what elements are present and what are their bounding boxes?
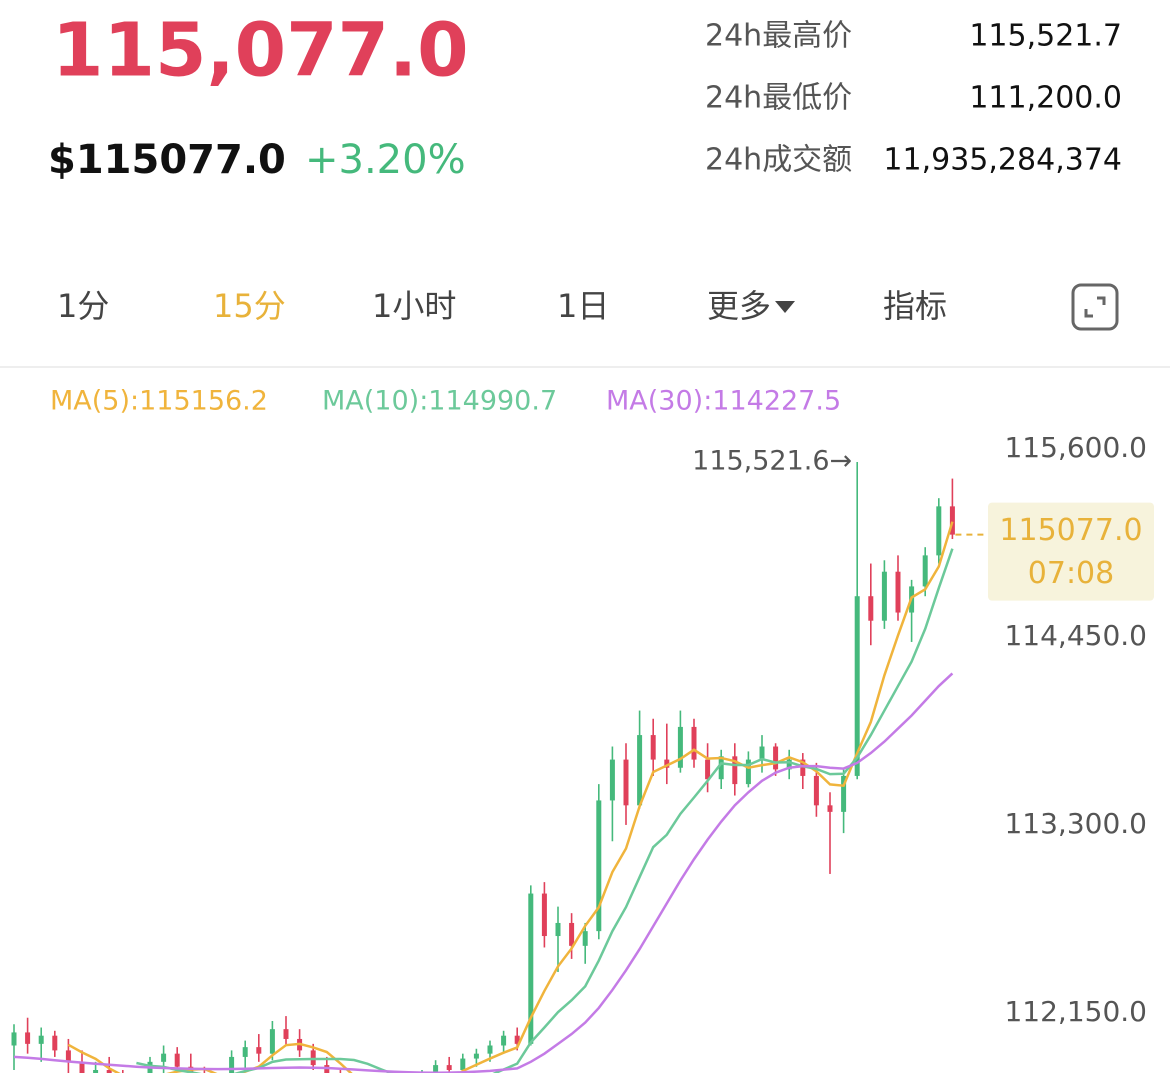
candle-body — [936, 506, 942, 556]
candle-body — [705, 759, 711, 780]
expand-icon — [1071, 283, 1119, 331]
candle-body — [868, 596, 874, 621]
candle-body — [242, 1047, 248, 1057]
candle-body — [93, 1070, 99, 1073]
candle-body — [65, 1050, 71, 1062]
candle-body — [541, 893, 547, 937]
y-tick-label: 113,300.0 — [1004, 807, 1147, 840]
candle-body — [79, 1061, 85, 1073]
timeframe-tab[interactable]: 1分 — [57, 287, 109, 325]
candle-body — [256, 1047, 262, 1054]
stat-label: 24h最低价 — [705, 81, 852, 116]
timeframe-tab[interactable]: 更多 — [707, 287, 771, 325]
candle-body — [310, 1050, 316, 1066]
y-tick-label: 112,150.0 — [1004, 995, 1147, 1028]
candle-body — [664, 759, 670, 768]
price-change: +3.20% — [305, 137, 466, 183]
candle-body — [38, 1035, 44, 1044]
candle-body — [596, 800, 602, 932]
stat-value: 115,521.7 — [969, 19, 1122, 54]
candle-body — [555, 922, 561, 937]
candle-body — [759, 746, 765, 760]
candle-body — [283, 1029, 289, 1039]
candle-body — [786, 759, 792, 770]
candle-body — [677, 726, 683, 768]
candle-body — [637, 735, 643, 806]
candle-body — [895, 571, 901, 613]
last-price-tag: 115077.0 — [999, 513, 1142, 548]
candle-body — [487, 1045, 493, 1054]
candle-body — [229, 1056, 235, 1073]
candle-body — [161, 1053, 167, 1062]
candle-body — [514, 1035, 520, 1044]
moving-average-line — [136, 548, 954, 1073]
last-price: 115,077.0 — [52, 8, 469, 94]
candle-body — [623, 759, 629, 806]
candle-body — [745, 759, 751, 785]
candle-body — [25, 1032, 31, 1044]
timeframe-tab[interactable]: 1日 — [557, 287, 609, 325]
candle-body — [732, 756, 738, 785]
usd-price: $115077.0 — [48, 137, 286, 183]
indicator-legend: MA(30):114227.5 — [606, 386, 841, 417]
candle-body — [827, 805, 833, 812]
last-price-box — [988, 502, 1154, 601]
candle-body — [773, 746, 779, 770]
candle-body — [718, 756, 724, 780]
moving-average-line — [13, 672, 954, 1073]
candle-body — [473, 1053, 479, 1059]
timeframe-tab[interactable]: 15分 — [213, 287, 286, 325]
high-annotation: 115,521.6→ — [692, 445, 852, 476]
chart: 115,521.6→ 115077.0 07:08 — [11, 445, 1154, 1073]
dropdown-caret — [775, 301, 796, 313]
candle-body — [949, 506, 955, 535]
candle-body — [460, 1058, 466, 1070]
y-tick-label: 114,450.0 — [1004, 619, 1147, 652]
stat-value: 111,200.0 — [969, 81, 1122, 116]
indicator-legend: MA(10):114990.7 — [322, 386, 557, 417]
candle-body — [501, 1035, 507, 1046]
stat-label: 24h成交额 — [705, 143, 852, 178]
moving-average-line — [67, 521, 954, 1073]
candle-body — [691, 726, 697, 760]
candle-body — [446, 1065, 452, 1070]
stat-value: 11,935,284,374 — [883, 143, 1122, 178]
candle-body — [106, 1070, 112, 1073]
candle-body — [922, 555, 928, 587]
candle-body — [650, 735, 656, 760]
candle-body — [609, 759, 615, 801]
expand-arrows — [1084, 296, 1106, 318]
candle-body — [881, 571, 887, 621]
stat-label: 24h最高价 — [705, 19, 852, 54]
candle-body — [269, 1029, 275, 1054]
candle-body — [582, 931, 588, 946]
y-tick-label: 115,600.0 — [1004, 431, 1147, 464]
candle-body — [174, 1053, 180, 1067]
candle-body — [11, 1032, 17, 1046]
candle-body — [854, 596, 860, 776]
candle-body — [800, 759, 806, 776]
candle-body — [52, 1035, 58, 1051]
last-price-time: 07:08 — [1028, 556, 1114, 591]
timeframe-tab[interactable]: 指标 — [883, 287, 947, 325]
candle-body — [433, 1065, 439, 1073]
indicator-legend: MA(5):115156.2 — [50, 386, 268, 417]
timeframe-tab[interactable]: 1小时 — [372, 287, 456, 325]
candle-body — [841, 775, 847, 812]
candle-body — [813, 775, 819, 806]
expand-button[interactable] — [1071, 283, 1119, 331]
candle-body — [528, 893, 534, 1044]
candle-body — [569, 922, 575, 946]
